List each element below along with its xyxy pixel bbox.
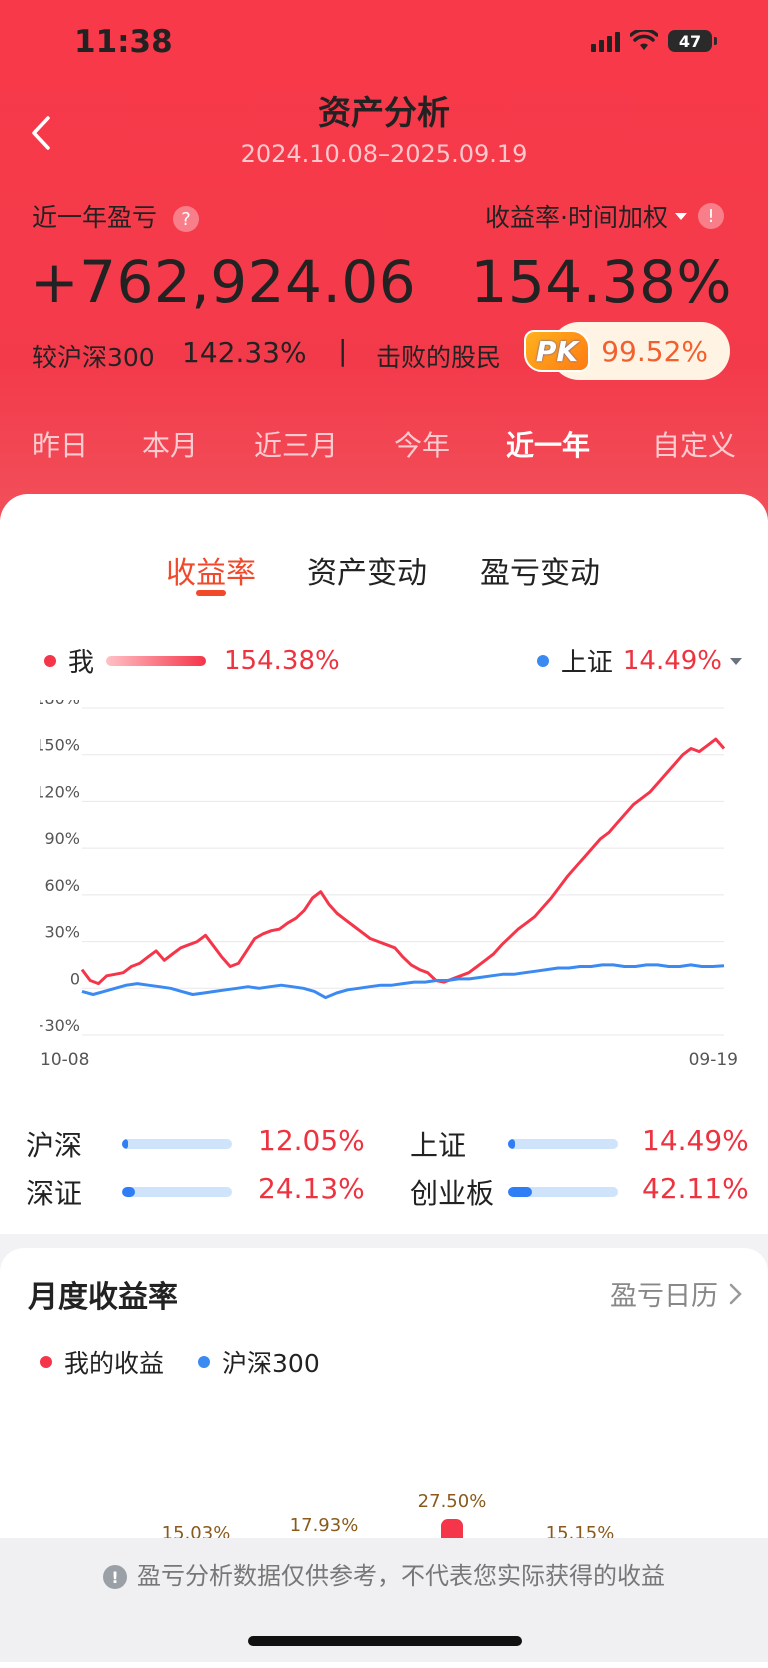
monthly-bar-label: 27.50% (417, 1490, 487, 1512)
tab-one-year[interactable]: 近一年 (506, 429, 591, 462)
caret-down-icon (730, 657, 742, 665)
monthly-bar-label: 17.93% (289, 1515, 359, 1537)
index-name-cyb: 创业板 (410, 1177, 495, 1210)
benchmark-compare-value: 142.33% (182, 336, 307, 369)
cellular-signal-icon (591, 30, 620, 52)
returns-card (0, 494, 768, 1234)
disclaimer-text: 盈亏分析数据仅供参考，不代表您实际获得的收益 (137, 1562, 665, 1590)
pnl-label-row: 近一年盈亏 ? (32, 198, 199, 234)
benchmark-selector[interactable]: 上证 14.49% (536, 642, 744, 679)
y-tick-label: 60% (44, 876, 80, 895)
pk-badge-icon[interactable]: PK (524, 330, 590, 372)
segment-pnl-change[interactable]: 盈亏变动 (480, 556, 600, 591)
x-tick-start: 10-08 (40, 1050, 89, 1070)
index-name-hs: 沪深 (26, 1129, 83, 1162)
legend-me: 我 154.38% (44, 642, 340, 679)
legend-me-dot (44, 654, 56, 667)
series-line-benchmark (81, 963, 725, 1000)
tab-this-year[interactable]: 今年 (394, 429, 451, 462)
question-icon[interactable]: ? (172, 206, 199, 232)
active-segment-indicator (196, 590, 226, 596)
index-bar-sz (122, 1187, 232, 1197)
status-icons: 47 (591, 30, 717, 52)
y-tick-label: −30% (40, 1016, 80, 1035)
disclaimer: ! 盈亏分析数据仅供参考，不代表您实际获得的收益 (0, 1556, 768, 1591)
calendar-link[interactable]: 盈亏日历 (610, 1274, 746, 1313)
legend-mine-dot (40, 1356, 52, 1368)
index-bar-cyb (508, 1187, 618, 1197)
index-bar-hs (122, 1139, 232, 1149)
legend-mine-label: 我的收益 (64, 1349, 165, 1378)
y-tick-label: 0 (70, 969, 80, 988)
tab-three-months[interactable]: 近三月 (254, 429, 339, 462)
pnl-value: +762,924.06 (30, 248, 417, 316)
segment-asset-change[interactable]: 资产变动 (307, 556, 427, 591)
legend-bench300-label: 沪深300 (222, 1349, 320, 1378)
tab-this-month[interactable]: 本月 (142, 429, 199, 462)
status-time: 11:38 (74, 24, 173, 60)
index-value-hs: 12.05% (258, 1124, 365, 1157)
monthly-bar-chart: 15.03% 17.93% 27.50% 15.15% (0, 1380, 768, 1590)
rate-value: 154.38% (470, 248, 732, 316)
chevron-right-icon (729, 1283, 742, 1304)
calendar-link-label[interactable]: 盈亏日历 (610, 1281, 718, 1312)
legend-bench-dot (198, 1356, 211, 1368)
beat-label: 击败的股民 (376, 343, 502, 372)
battery-level: 47 (678, 31, 702, 51)
returns-line-chart: 180% 150% 120% 90% 60% 30% 0 −30% 10-08 09-19 (40, 700, 738, 1070)
caret-down-icon (675, 213, 687, 220)
pnl-label: 近一年盈亏 (32, 203, 158, 232)
tab-custom[interactable]: 自定义 (652, 429, 737, 462)
legend-me-line (106, 655, 207, 666)
index-value-sh: 14.49% (642, 1124, 749, 1157)
y-tick-label: 90% (44, 829, 80, 848)
info-icon: ! (103, 1565, 127, 1589)
index-bar-sh (508, 1139, 618, 1149)
y-tick-label: 120% (40, 782, 80, 801)
legend-bench-value[interactable]: 14.49% (622, 645, 722, 676)
monthly-legend: 我的收益 沪深300 (40, 1344, 320, 1380)
legend-bench-label[interactable]: 上证 (560, 648, 613, 678)
series-line-me (80, 737, 726, 986)
home-indicator (248, 1636, 522, 1646)
y-tick-label: 180% (40, 700, 80, 708)
exclamation-icon[interactable]: ! (698, 203, 724, 229)
battery-icon: 47 (668, 30, 717, 52)
legend-me-value: 154.38% (224, 645, 340, 676)
x-tick-end: 09-19 (689, 1050, 738, 1070)
benchmark-compare-label: 较沪深300 (32, 343, 155, 372)
date-range: 2024.10.08–2025.09.19 (240, 140, 528, 168)
index-comparison: 沪深 12.05% 上证 14.49% 深证 24.13% 创业板 42.11% (26, 1124, 749, 1224)
page-title: 资产分析 (318, 93, 450, 132)
y-tick-label: 150% (40, 736, 80, 755)
summary-header (0, 0, 768, 520)
index-name-sh: 上证 (410, 1129, 467, 1162)
divider: | (338, 334, 348, 367)
legend-bench-dot (536, 654, 549, 667)
index-value-cyb: 42.11% (642, 1172, 749, 1205)
index-name-sz: 深证 (26, 1177, 83, 1210)
rate-mode-selector[interactable]: 收益率·时间加权 ! (485, 198, 724, 234)
wifi-icon (630, 30, 658, 50)
y-tick-label: 30% (44, 923, 80, 942)
index-value-sz: 24.13% (258, 1172, 365, 1205)
legend-me-label: 我 (68, 648, 95, 678)
beat-value: 99.52% (601, 334, 708, 368)
rate-mode-label[interactable]: 收益率·时间加权 (485, 203, 668, 232)
period-tabs: 昨日 本月 近三月 今年 近一年 自定义 (0, 424, 768, 464)
back-arrow-icon[interactable] (24, 106, 64, 156)
monthly-title: 月度收益率 (28, 1280, 178, 1315)
tab-yesterday[interactable]: 昨日 (32, 429, 89, 462)
segment-return-rate[interactable]: 收益率 (166, 556, 256, 591)
